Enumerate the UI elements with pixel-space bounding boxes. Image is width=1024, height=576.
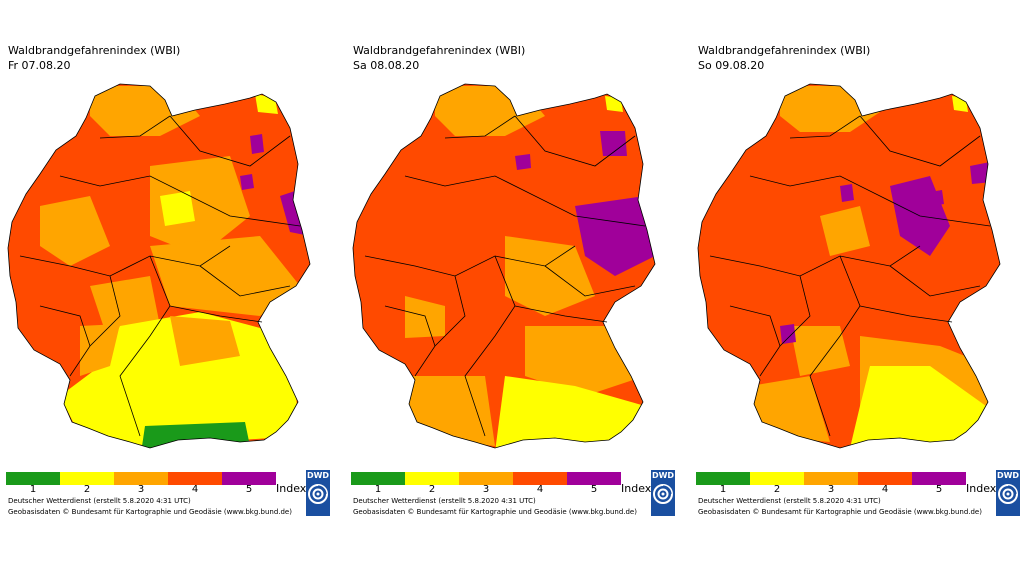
- swirl-icon: [653, 484, 673, 504]
- legend-swatch-5: [912, 472, 966, 485]
- map-title: Waldbrandgefahrenindex (WBI): [8, 44, 181, 57]
- legend-swatch-3: [114, 472, 168, 485]
- legend-color-bar: [351, 472, 621, 485]
- legend-label: 4: [881, 484, 889, 495]
- legend-swatch-3: [459, 472, 513, 485]
- legend-index-label: Index: [966, 482, 997, 495]
- legend-label: 4: [191, 484, 199, 495]
- legend-label: 1: [719, 484, 727, 495]
- legend-label: 1: [29, 484, 37, 495]
- legend-swatch-4: [168, 472, 222, 485]
- germany-map: [7, 83, 311, 449]
- legend-swatch-4: [513, 472, 567, 485]
- map-title: Waldbrandgefahrenindex (WBI): [353, 44, 526, 57]
- dwd-logo: DWD: [306, 470, 330, 516]
- legend-swatch-2: [405, 472, 459, 485]
- legend-label: 5: [245, 484, 253, 495]
- legend-labels: 1 2 3 4 5: [351, 484, 621, 496]
- legend-color-bar: [6, 472, 276, 485]
- legend-label: 2: [773, 484, 781, 495]
- credit-line: Deutscher Wetterdienst (erstellt 5.8.202…: [698, 497, 881, 505]
- credit-line: Deutscher Wetterdienst (erstellt 5.8.202…: [8, 497, 191, 505]
- dwd-logo-text: DWD: [306, 471, 330, 480]
- map-panel-1: Waldbrandgefahrenindex (WBI) Fr 07.08.20: [0, 0, 330, 576]
- legend-label: 4: [536, 484, 544, 495]
- map-date: Sa 08.08.20: [353, 59, 420, 72]
- legend-color-bar: [696, 472, 966, 485]
- swirl-icon: [998, 484, 1018, 504]
- map-date: Fr 07.08.20: [8, 59, 71, 72]
- legend-swatch-1: [351, 472, 405, 485]
- legend-swatch-4: [858, 472, 912, 485]
- legend-label: 3: [137, 484, 145, 495]
- legend-swatch-2: [60, 472, 114, 485]
- germany-map: [352, 83, 656, 449]
- map-panel-3: Waldbrandgefahrenindex (WBI) So 09.08.20: [690, 0, 1020, 576]
- dwd-logo-text: DWD: [651, 471, 675, 480]
- map-title: Waldbrandgefahrenindex (WBI): [698, 44, 871, 57]
- credit-line: Geobasisdaten © Bundesamt für Kartograph…: [8, 508, 292, 516]
- legend-swatch-5: [567, 472, 621, 485]
- map-date: So 09.08.20: [698, 59, 765, 72]
- swirl-icon: [308, 484, 328, 504]
- legend-labels: 1 2 3 4 5: [6, 484, 276, 496]
- credit-line: Geobasisdaten © Bundesamt für Kartograph…: [698, 508, 982, 516]
- credit-line: Deutscher Wetterdienst (erstellt 5.8.202…: [353, 497, 536, 505]
- legend-label: 2: [428, 484, 436, 495]
- legend-labels: 1 2 3 4 5: [696, 484, 966, 496]
- legend-label: 3: [482, 484, 490, 495]
- dwd-logo-text: DWD: [996, 471, 1020, 480]
- legend-swatch-5: [222, 472, 276, 485]
- legend-index-label: Index: [276, 482, 307, 495]
- legend-label: 5: [590, 484, 598, 495]
- legend-label: 3: [827, 484, 835, 495]
- map-panel-2: Waldbrandgefahrenindex (WBI) Sa 08.08.20: [345, 0, 675, 576]
- germany-map: [697, 83, 1001, 449]
- legend-swatch-3: [804, 472, 858, 485]
- legend-swatch-1: [696, 472, 750, 485]
- legend-index-label: Index: [621, 482, 652, 495]
- legend-label: 5: [935, 484, 943, 495]
- dwd-logo: DWD: [996, 470, 1020, 516]
- dwd-logo: DWD: [651, 470, 675, 516]
- legend-label: 1: [374, 484, 382, 495]
- legend-label: 2: [83, 484, 91, 495]
- legend-swatch-2: [750, 472, 804, 485]
- legend-swatch-1: [6, 472, 60, 485]
- credit-line: Geobasisdaten © Bundesamt für Kartograph…: [353, 508, 637, 516]
